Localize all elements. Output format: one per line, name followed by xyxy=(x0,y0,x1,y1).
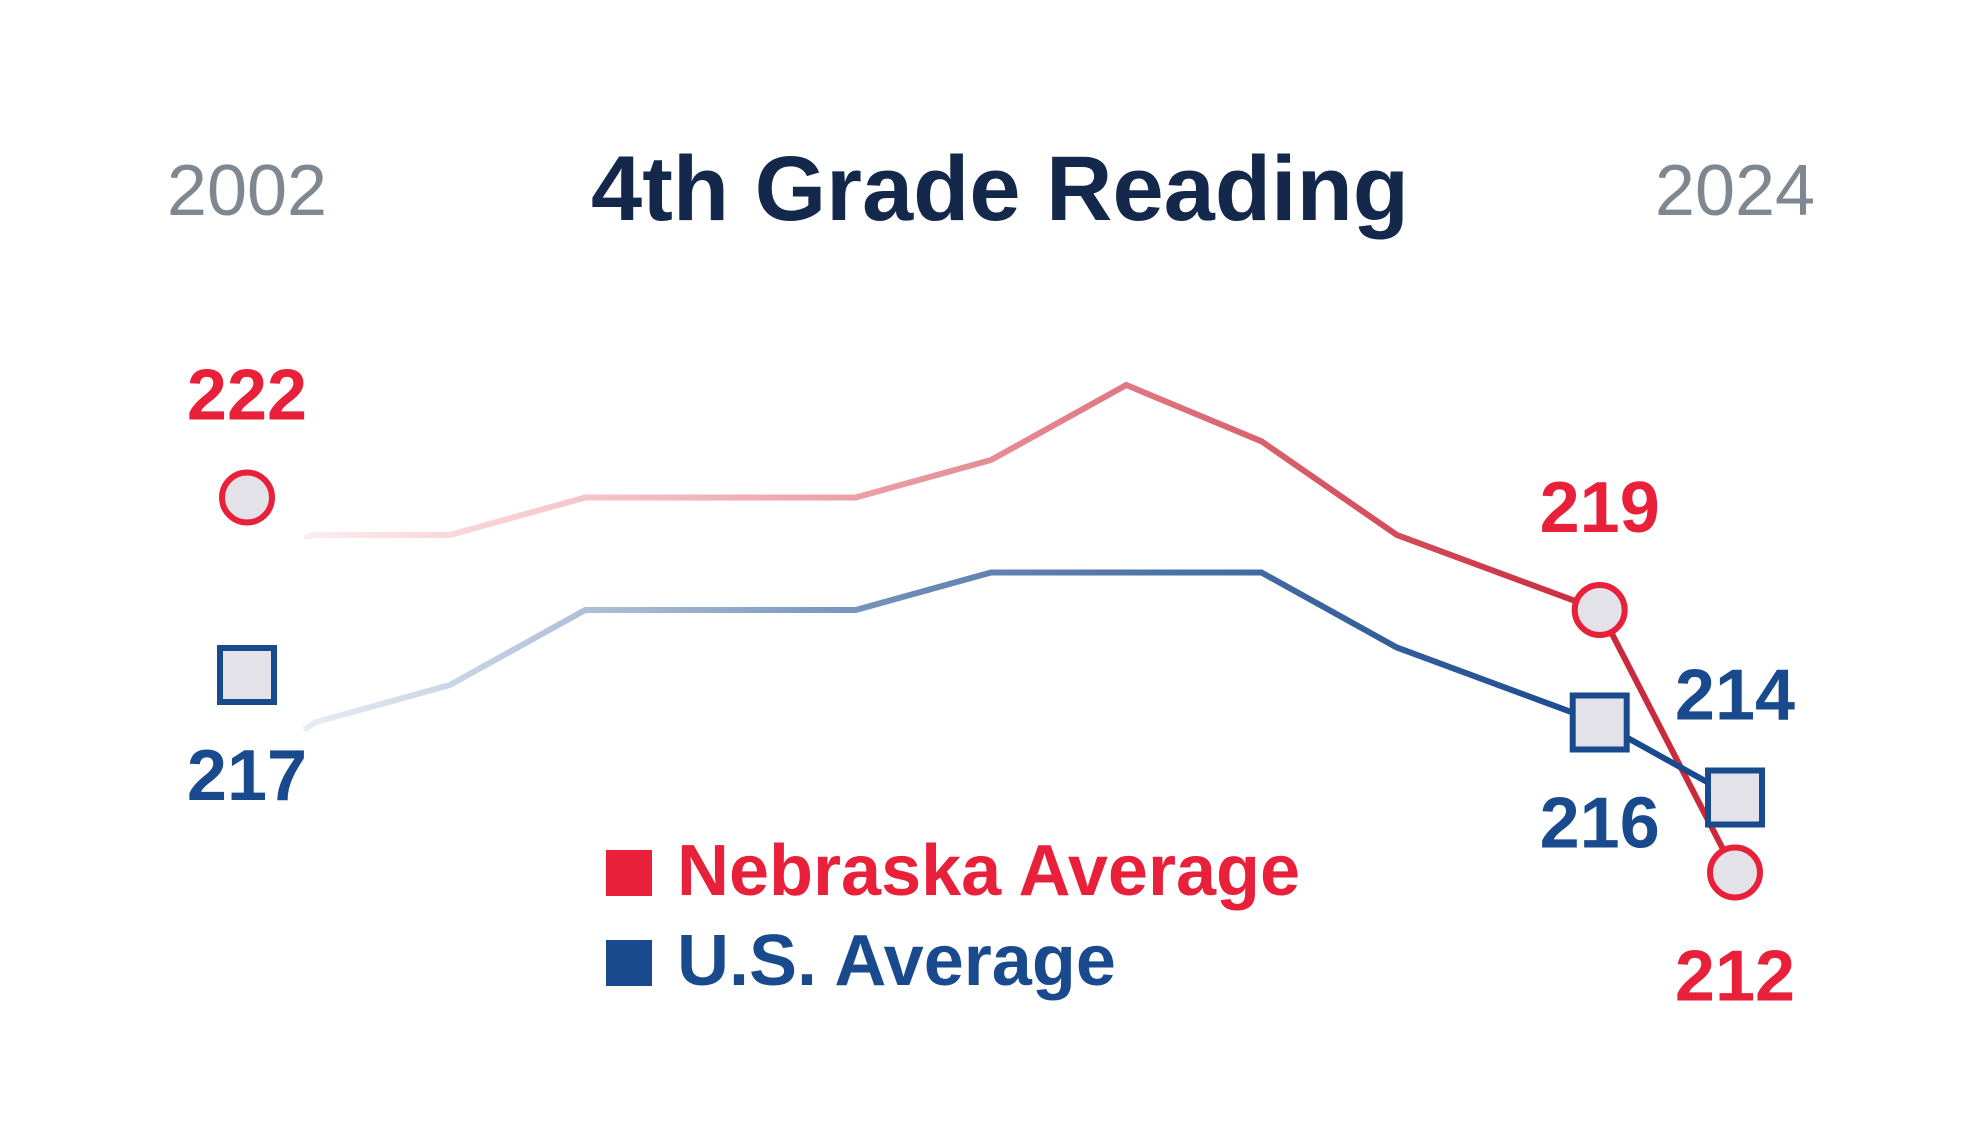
legend-label-nebraska: Nebraska Average xyxy=(677,831,1300,911)
series-line-nebraska xyxy=(303,381,1738,874)
series-line-us xyxy=(302,569,1737,801)
marker-nebraska-2002 xyxy=(219,469,275,526)
series-layer xyxy=(302,381,1738,874)
marker-nebraska-2024 xyxy=(1707,844,1763,901)
value-label-nebraska-2024: 212 xyxy=(1675,937,1795,1017)
legend-item-us: U.S. Average xyxy=(606,921,1116,1001)
legend: Nebraska Average U.S. Average xyxy=(606,831,1300,1001)
marker-us-2002 xyxy=(217,645,277,705)
marker-nebraska-2022 xyxy=(1571,582,1628,638)
value-label-nebraska-2002: 222 xyxy=(187,356,307,436)
x-end-label: 2024 xyxy=(1655,151,1815,231)
legend-swatch-nebraska xyxy=(606,850,652,896)
chart-title: 4th Grade Reading xyxy=(591,138,1409,240)
x-start-label: 2002 xyxy=(167,151,327,231)
legend-item-nebraska: Nebraska Average xyxy=(606,831,1300,911)
marker-layer xyxy=(217,469,1765,901)
value-label-us-2022: 216 xyxy=(1540,784,1660,864)
marker-us-2022 xyxy=(1569,692,1630,753)
value-label-us-2024: 214 xyxy=(1675,656,1795,736)
marker-us-2024 xyxy=(1705,767,1765,828)
value-label-nebraska-2022: 219 xyxy=(1540,468,1660,548)
legend-swatch-us xyxy=(606,940,652,986)
value-label-us-2002: 217 xyxy=(187,736,307,816)
legend-label-us: U.S. Average xyxy=(677,921,1116,1001)
